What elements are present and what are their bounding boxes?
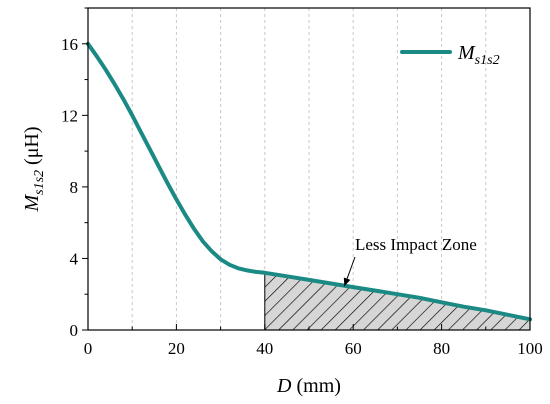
y-tick-label-8: 8 — [70, 178, 79, 197]
annotation-less-impact-zone: Less Impact Zone — [355, 235, 477, 254]
legend-label: Ms1s2 — [457, 42, 500, 68]
y-axis-label-var: M — [21, 194, 43, 213]
x-axis-label-var: D — [276, 375, 292, 397]
x-tick-label-40: 40 — [256, 339, 273, 358]
x-tick-label-80: 80 — [433, 339, 450, 358]
x-axis-label-unit: (mm) — [297, 375, 341, 397]
y-axis-label-unit: (μH) — [21, 126, 43, 165]
y-axis-label-sub: s1s2 — [32, 170, 47, 195]
legend: Ms1s2 — [400, 42, 500, 68]
less-impact-zone-region — [264, 272, 531, 331]
y-axis-label: Ms1s2 (μH) — [21, 126, 47, 212]
legend-label-sub: s1s2 — [475, 53, 500, 68]
y-tick-label-12: 12 — [61, 106, 78, 125]
x-tick-label-100: 100 — [517, 339, 543, 358]
x-tick-label-60: 60 — [345, 339, 362, 358]
x-tick-label-20: 20 — [168, 339, 185, 358]
annotation-arrowhead — [343, 277, 351, 287]
x-axis-label: D (mm) — [276, 375, 341, 397]
y-tick-label-16: 16 — [61, 35, 78, 54]
legend-label-main: M — [457, 42, 476, 64]
y-tick-label-4: 4 — [70, 249, 79, 268]
y-tick-label-0: 0 — [70, 321, 79, 340]
series-line-ms1s2 — [86, 41, 532, 322]
x-tick-label-0: 0 — [84, 339, 93, 358]
axis-ticks: 0 20 40 60 80 100 0 4 8 12 16 — [61, 7, 543, 358]
